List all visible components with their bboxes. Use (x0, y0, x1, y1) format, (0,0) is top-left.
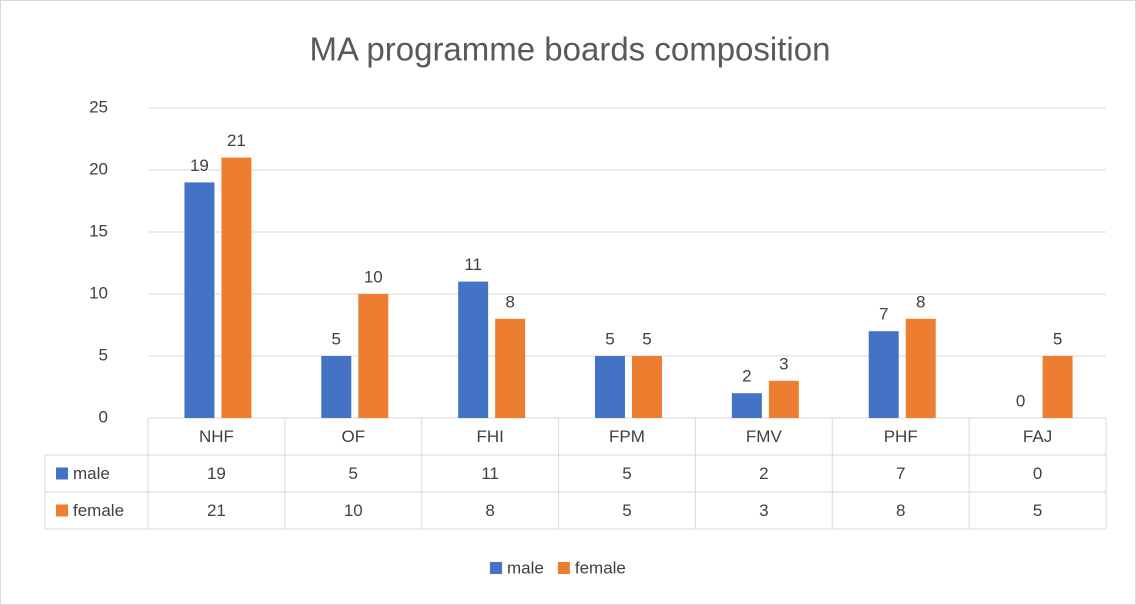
x-tick-label: FMV (746, 427, 783, 446)
data-label: 2 (742, 367, 751, 386)
y-tick-label: 5 (99, 345, 108, 364)
table-cell: 10 (344, 501, 363, 520)
data-label: 0 (1016, 391, 1025, 410)
bar (221, 157, 252, 418)
y-tick-label: 10 (89, 283, 108, 302)
table-cell: 5 (622, 464, 631, 483)
data-label: 5 (642, 329, 651, 348)
table-cell: 7 (896, 464, 905, 483)
table-cell: 8 (896, 501, 905, 520)
data-label: 5 (1053, 329, 1062, 348)
data-label: 10 (364, 267, 383, 286)
data-label: 19 (190, 156, 209, 175)
data-label: 5 (605, 329, 614, 348)
table-cell: 21 (207, 501, 226, 520)
x-tick-label: FPM (609, 427, 645, 446)
table-row-label: male (73, 464, 110, 483)
table-cell: 5 (1033, 501, 1042, 520)
bar (184, 182, 215, 418)
bar (321, 356, 352, 418)
table-cell: 0 (1033, 464, 1042, 483)
table-cell: 3 (759, 501, 768, 520)
table-cell: 11 (481, 464, 499, 483)
x-tick-label: PHF (884, 427, 918, 446)
data-label: 21 (227, 131, 246, 150)
y-tick-label: 0 (99, 407, 108, 426)
y-tick-label: 15 (89, 221, 108, 240)
table-cell: 2 (759, 464, 768, 483)
legend-key (557, 562, 570, 574)
bar (1042, 356, 1073, 418)
x-tick-label: NHF (199, 427, 234, 446)
bar (595, 356, 625, 418)
data-label: 8 (916, 292, 925, 311)
bar (731, 393, 762, 418)
table-cell: 19 (207, 464, 226, 483)
data-label: 8 (505, 292, 514, 311)
legend-label: male (507, 558, 544, 577)
y-tick-label: 20 (89, 159, 108, 178)
bar (632, 356, 662, 418)
chart-title: MA programme boards composition (310, 31, 831, 68)
bar (768, 380, 799, 418)
bar (495, 318, 526, 418)
x-tick-label: OF (341, 427, 365, 446)
legend-label: female (575, 558, 626, 577)
x-tick-label: FAJ (1023, 427, 1052, 446)
bar (358, 294, 389, 418)
data-label: 11 (464, 255, 482, 274)
table-cell: 8 (485, 501, 494, 520)
legend-key (490, 562, 502, 574)
data-label: 3 (779, 354, 788, 373)
bar (458, 281, 489, 418)
table-cell: 5 (349, 464, 358, 483)
bar (905, 318, 936, 418)
table-legend-key (56, 467, 68, 480)
data-label: 7 (879, 305, 888, 324)
x-tick-label: FHI (476, 427, 503, 446)
y-tick-label: 25 (89, 97, 108, 116)
bar (868, 331, 899, 418)
table-row-label: female (73, 501, 124, 520)
data-label: 5 (332, 329, 341, 348)
table-cell: 5 (622, 501, 631, 520)
table-legend-key (56, 504, 68, 517)
